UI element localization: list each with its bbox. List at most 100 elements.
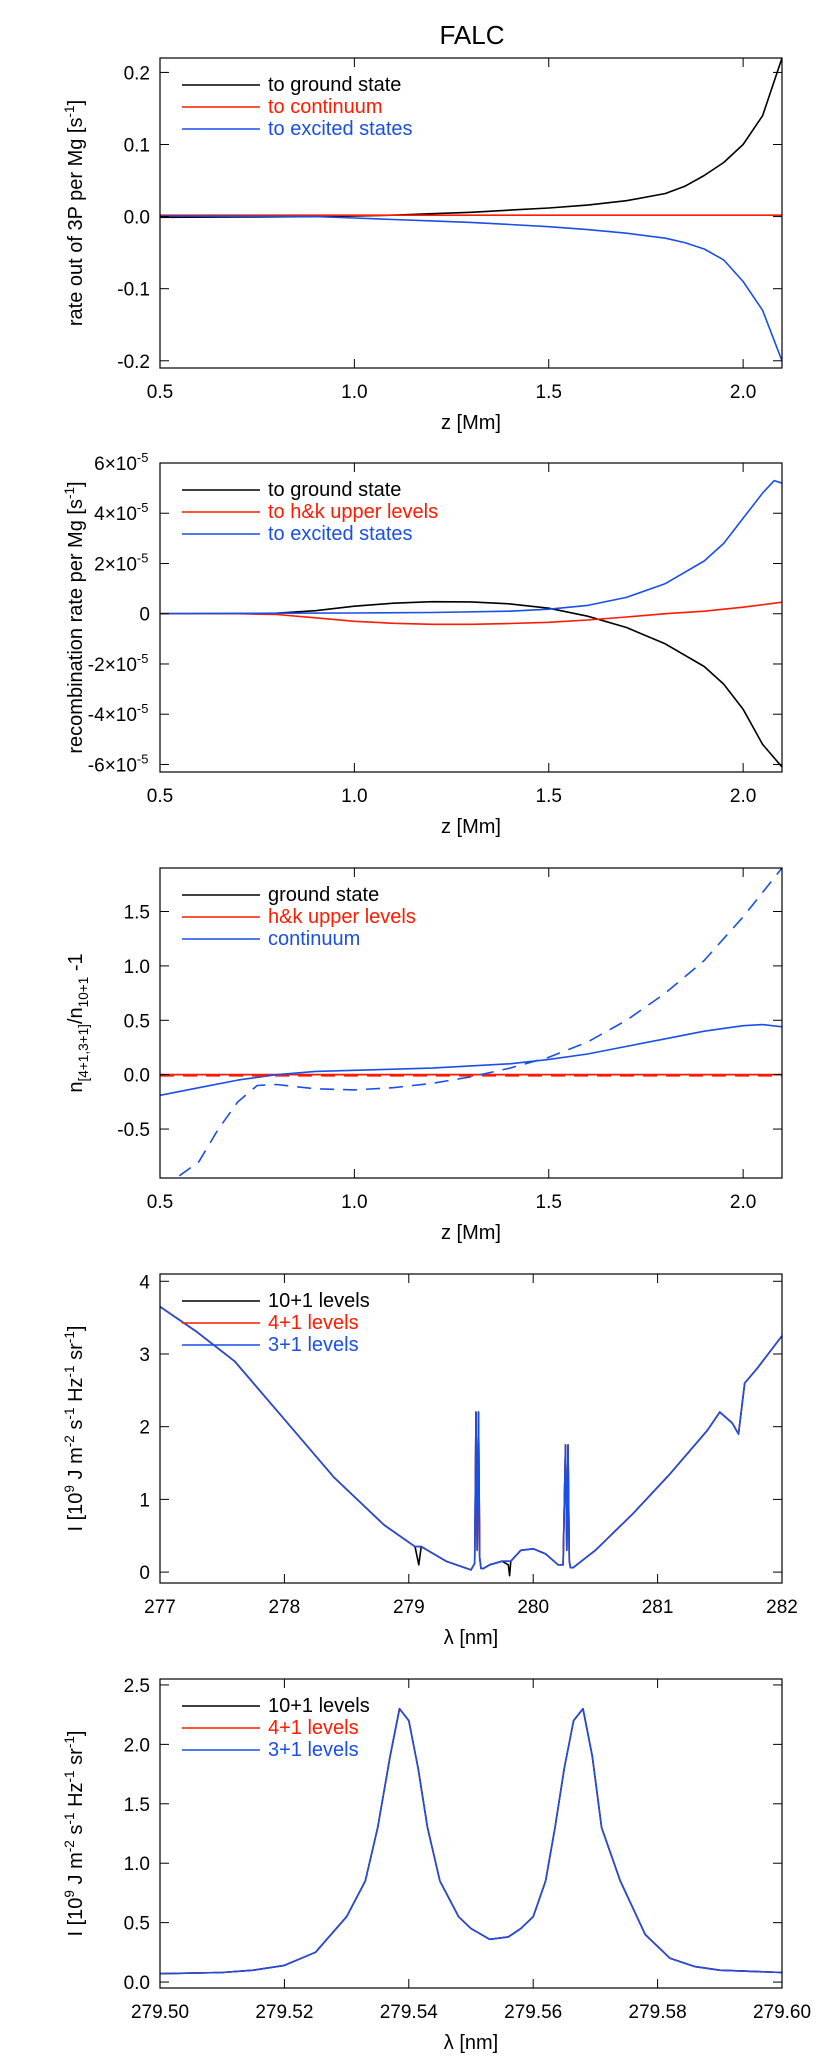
series-group (160, 1306, 782, 1577)
legend-label: 4+1 levels (268, 1717, 359, 1739)
series-line-4-1-levels (160, 1306, 782, 1571)
y-tick-label: 0.5 (124, 1011, 150, 1032)
y-tick-label: -4×10-5 (88, 701, 150, 726)
y-tick-label: 1.0 (124, 1854, 150, 1875)
y-tick-label: 2 (139, 1418, 150, 1439)
x-tick-label: 278 (269, 1597, 301, 1618)
x-tick-label: 279 (393, 1597, 425, 1618)
x-tick-label: 1.0 (341, 786, 367, 807)
x-tick-label: 1.5 (536, 382, 562, 403)
y-tick-label: 2.5 (124, 1676, 150, 1697)
series-group (160, 58, 782, 362)
series-line-to-excited-states (160, 215, 782, 362)
x-tick-label: 277 (144, 1597, 176, 1618)
series-group (160, 479, 782, 768)
legend-label: to h&k upper levels (268, 501, 438, 523)
series-line-10-1-levels (160, 1306, 782, 1577)
x-tick-label: 2.0 (730, 1192, 756, 1213)
series-line-to-ground-state (160, 58, 782, 219)
legend-label: 3+1 levels (268, 1739, 359, 1761)
y-axis-label: I [109 J m-2 s-1 Hz-1 sr-1] (62, 1326, 87, 1532)
y-tick-label: -2×10-5 (88, 651, 150, 676)
x-tick-label: 279.56 (504, 2002, 562, 2023)
x-tick-label: 1.0 (341, 1192, 367, 1213)
y-tick-label: 1.5 (124, 1795, 150, 1816)
legend-label: to ground state (268, 74, 401, 96)
plot-frame (159, 867, 783, 1179)
x-tick-label: 279.54 (380, 2002, 439, 2023)
y-tick-label: 3 (139, 1345, 150, 1366)
y-tick-label: 0 (139, 605, 150, 626)
y-tick-label: 0.5 (124, 1914, 150, 1935)
y-tick-label: 0.1 (124, 136, 150, 157)
plot-frame (159, 1273, 783, 1584)
legend-label: to excited states (268, 118, 413, 140)
y-tick-label: -0.1 (117, 280, 150, 301)
chart-panel-3: 0.5 1.0 1.5 2.0 1.5 1.0 0.5 0.0 -0.5 z [Mm] n[4+1,… (65, 867, 783, 1244)
chart-panel-5: 279.50 279.52 279.54 279.56 279.58 279.60 2.5 2… (62, 1676, 811, 2054)
series-group (160, 1707, 782, 1975)
legend-label: to ground state (268, 479, 401, 501)
y-tick-label: 0.0 (124, 208, 150, 229)
series-line-continuum (160, 1023, 782, 1097)
legend-label: 10+1 levels (268, 1695, 370, 1717)
series-group (160, 868, 782, 1177)
legend-label: 4+1 levels (268, 1312, 359, 1334)
x-axis-label: λ [nm] (444, 2032, 498, 2054)
y-tick-label: 4×10-5 (94, 500, 150, 525)
x-tick-label: 280 (517, 1597, 549, 1618)
legend-label: ground state (268, 884, 379, 906)
x-axis-label: z [Mm] (441, 1222, 501, 1244)
series-line-to-excited-states (160, 479, 782, 615)
x-axis-label: z [Mm] (441, 816, 501, 838)
x-tick-label: 0.5 (147, 1192, 173, 1213)
x-tick-label: 1.5 (536, 786, 562, 807)
y-tick-label: 0.0 (124, 1973, 150, 1994)
y-tick-label: 4 (139, 1272, 150, 1293)
y-axis-label: recombination rate per Mg [s-1] (62, 481, 87, 753)
y-tick-label: 1.0 (124, 957, 150, 978)
legend-label: 3+1 levels (268, 1334, 359, 1356)
y-tick-label: -6×10-5 (88, 751, 150, 776)
plot-frame (159, 57, 783, 369)
y-tick-label: 1.5 (124, 903, 150, 924)
y-tick-label: 1 (139, 1490, 150, 1511)
series-line-dashed-3 (178, 868, 782, 1177)
x-tick-label: 1.5 (536, 1192, 562, 1213)
x-tick-label: 0.5 (147, 382, 173, 403)
y-axis-label: n[4+1,3+1]/n10+1 -1 (65, 953, 91, 1092)
series-line-to-h-k-upper-levels (160, 601, 782, 626)
legend-label: 10+1 levels (268, 1290, 370, 1312)
x-tick-label: 0.5 (147, 786, 173, 807)
x-tick-label: 279.50 (131, 2002, 189, 2023)
plot-frame (159, 462, 783, 773)
series-line-3-1-levels (160, 1707, 782, 1975)
x-tick-label: 2.0 (730, 382, 756, 403)
legend-label: continuum (268, 928, 360, 950)
x-tick-label: 282 (766, 1597, 798, 1618)
x-tick-label: 279.60 (753, 2002, 811, 2023)
x-axis-label: λ [nm] (444, 1627, 498, 1649)
figure-title: FALC (439, 20, 504, 50)
series-line-3-1-levels (160, 1306, 782, 1571)
series-line-to-ground-state (160, 600, 782, 768)
x-axis-label: z [Mm] (441, 412, 501, 434)
plot-frame (159, 1678, 783, 1989)
x-tick-label: 1.0 (341, 382, 367, 403)
y-tick-label: 2.0 (124, 1735, 150, 1756)
y-axis-label: I [109 J m-2 s-1 Hz-1 sr-1] (62, 1731, 87, 1937)
series-line-4-1-levels (160, 1707, 782, 1975)
chart-panel-2: 0.5 1.0 1.5 2.0 6×10-5 4×10-5 2×10-5 0 -2×10-… (62, 450, 783, 838)
y-tick-label: 2×10-5 (94, 550, 150, 575)
y-tick-label: -0.5 (117, 1120, 150, 1141)
x-tick-label: 2.0 (730, 786, 756, 807)
legend-label: h&k upper levels (268, 906, 416, 928)
x-tick-label: 279.52 (255, 2002, 313, 2023)
chart-panel-1: 0.5 1.0 1.5 2.0 0.2 0.1 0.0 -0.1 -0.2 z [Mm] rate … (62, 57, 783, 434)
y-tick-label: 0 (139, 1563, 150, 1584)
y-tick-label: 0.2 (124, 63, 150, 84)
series-line-10-1-levels (160, 1707, 782, 1975)
legend-label: to excited states (268, 523, 413, 545)
y-tick-label: -0.2 (117, 352, 150, 373)
